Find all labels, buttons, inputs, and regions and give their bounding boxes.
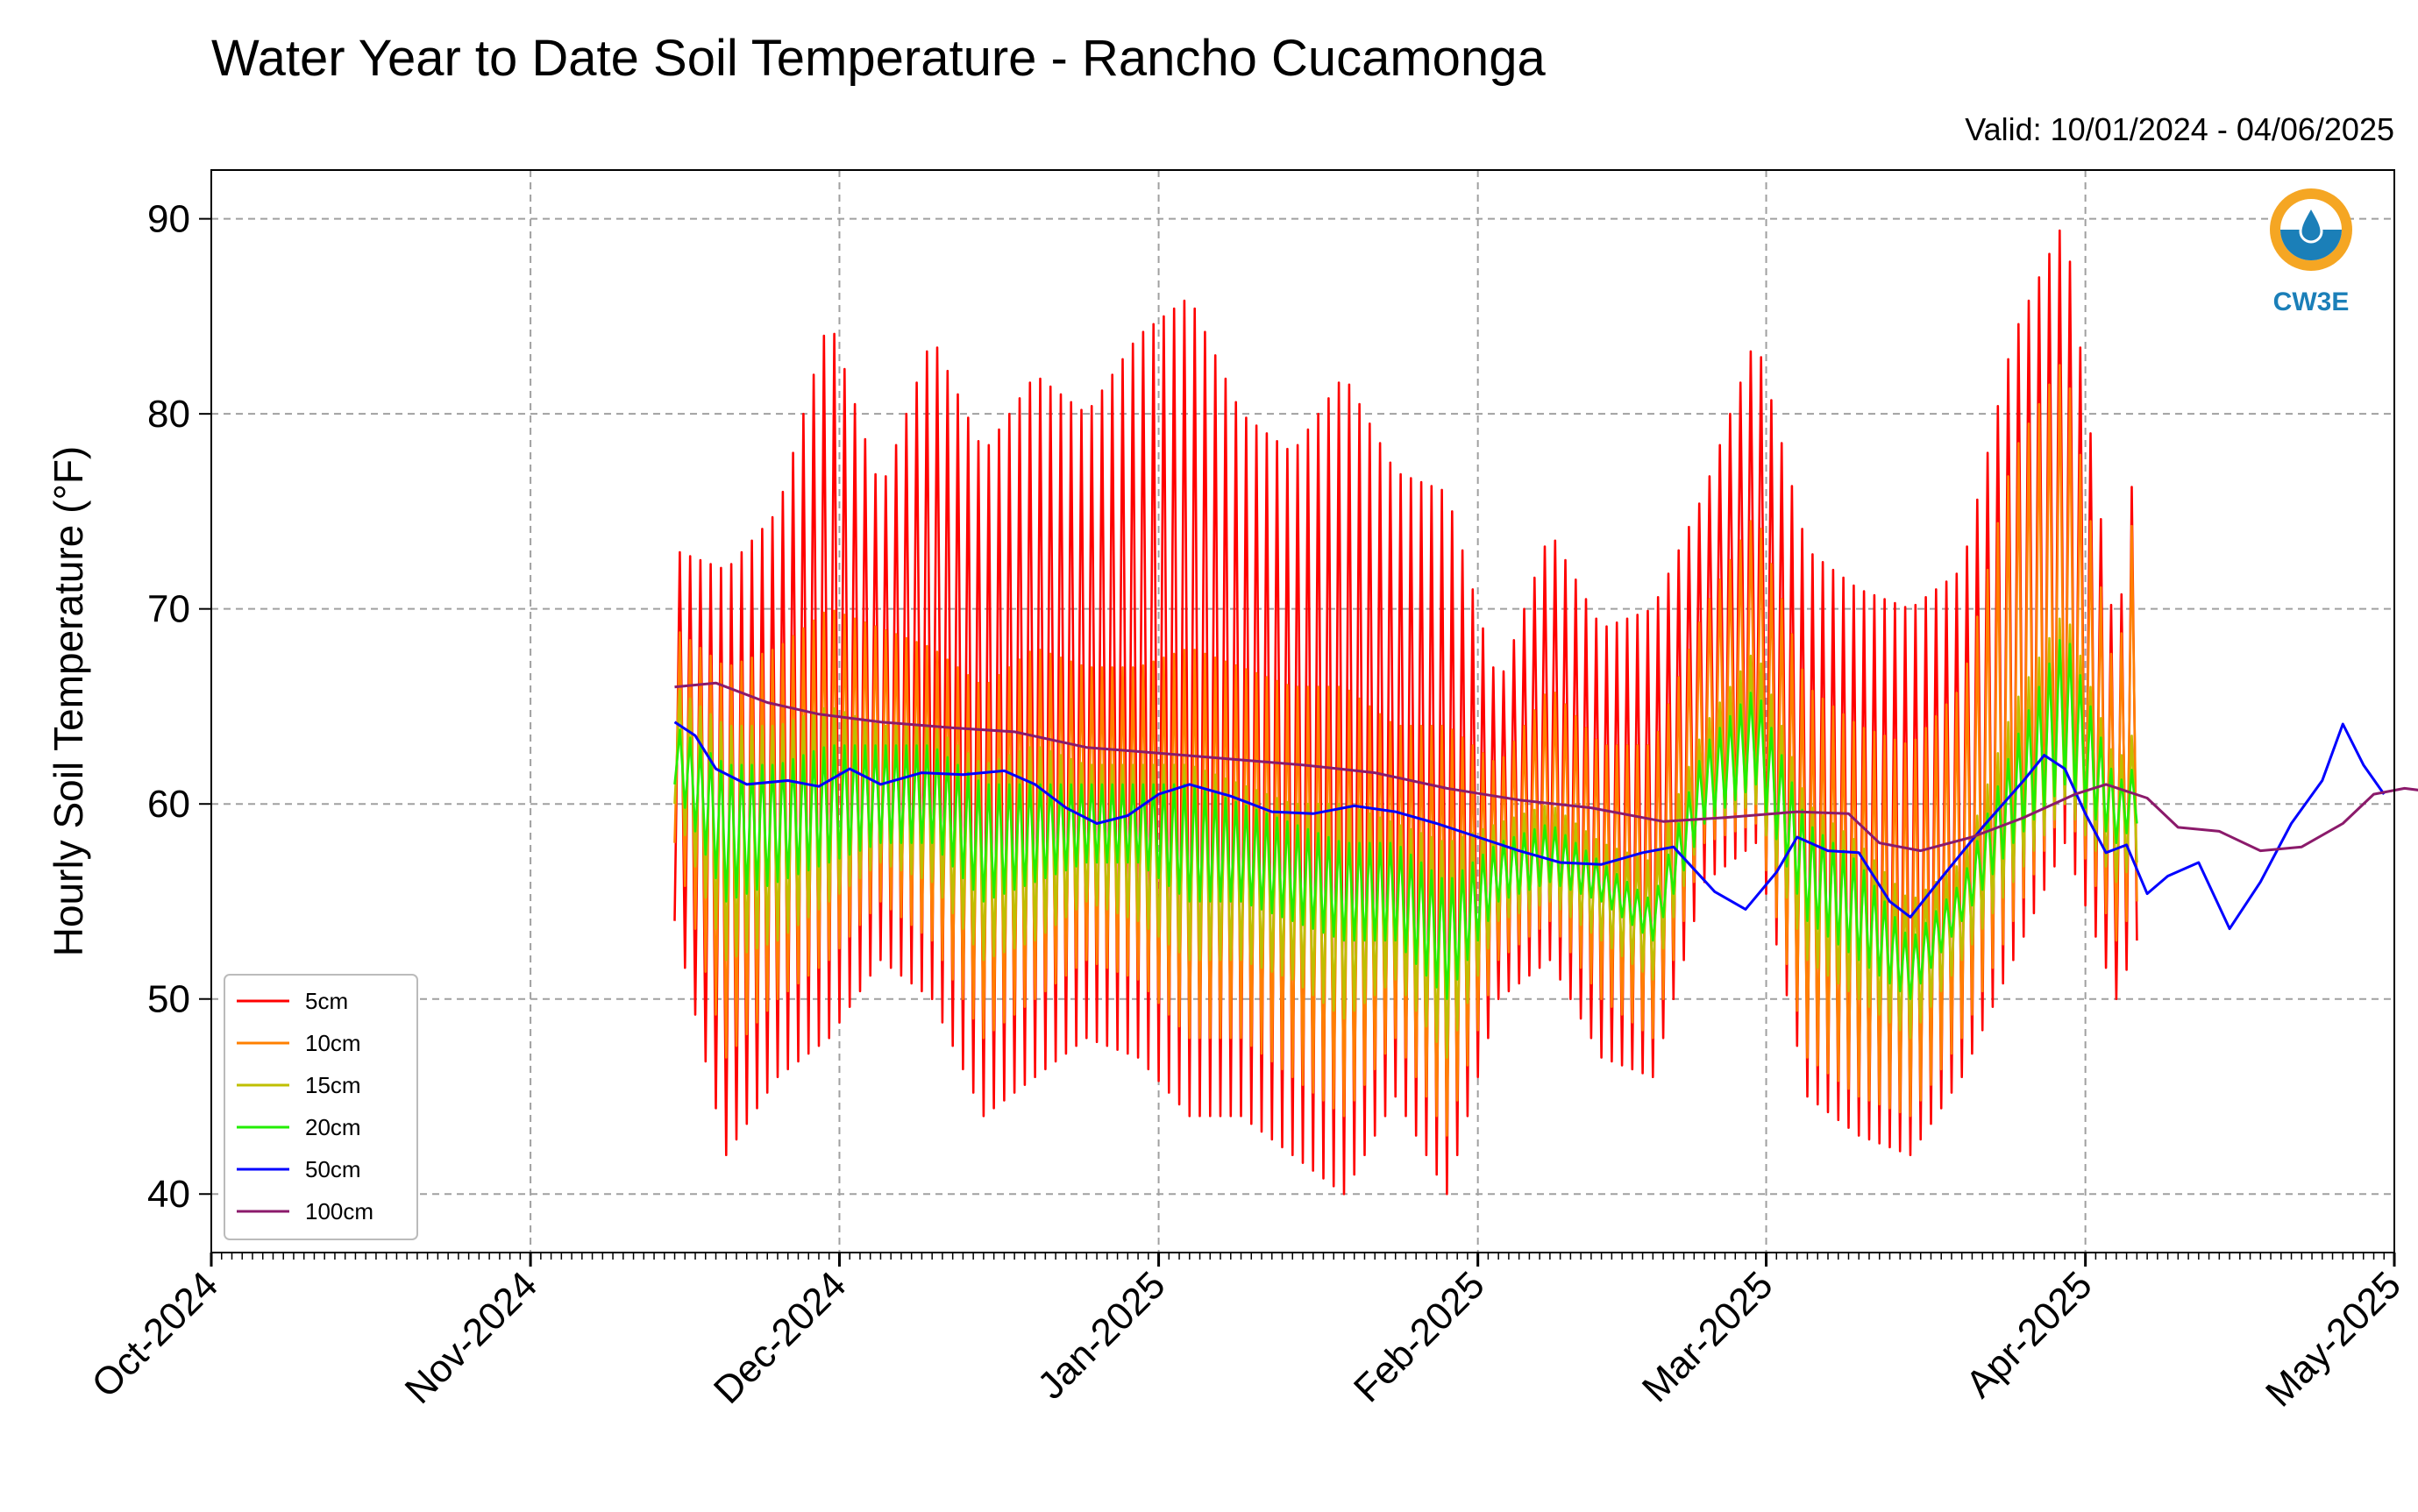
y-axis-label: Hourly Soil Temperature (°F) — [46, 446, 91, 957]
x-tick-label: Oct-2024 — [83, 1263, 226, 1406]
series-line-20cm — [673, 638, 2138, 1000]
legend-label: 10cm — [305, 1030, 361, 1056]
legend: 5cm 10cm 15cm 20cm 50cm 100cm — [224, 974, 418, 1240]
logo-wave-icon — [2280, 230, 2342, 260]
x-tick-label: May-2025 — [2258, 1263, 2409, 1415]
series-line-100cm — [674, 681, 2418, 853]
cw3e-logo: CW3E — [2270, 188, 2352, 316]
series-line-50cm — [673, 721, 2386, 931]
x-tick-label: Apr-2025 — [1958, 1263, 2101, 1406]
series-layer — [673, 229, 2418, 1196]
legend-label: 15cm — [305, 1072, 361, 1098]
series-line-10cm — [673, 364, 2138, 1137]
y-tick-label: 60 — [147, 783, 190, 826]
y-tick-label: 90 — [147, 198, 190, 241]
legend-label: 5cm — [305, 988, 348, 1014]
legend-label: 100cm — [305, 1198, 373, 1225]
chart-subtitle: Valid: 10/01/2024 - 04/06/2025 — [1965, 111, 2394, 147]
x-tick-label: Nov-2024 — [397, 1263, 546, 1412]
y-tick-label: 40 — [147, 1173, 190, 1216]
x-tick-label: Dec-2024 — [706, 1263, 855, 1412]
logo-text: CW3E — [2273, 287, 2350, 316]
chart-title: Water Year to Date Soil Temperature - Ra… — [211, 30, 1546, 87]
x-tick-label: Feb-2025 — [1346, 1263, 1493, 1410]
y-tick-label: 80 — [147, 393, 190, 436]
legend-label: 20cm — [305, 1114, 361, 1140]
x-tick-label: Jan-2025 — [1029, 1263, 1173, 1407]
legend-box — [224, 974, 418, 1240]
y-tick-label: 70 — [147, 588, 190, 631]
y-tick-label: 50 — [147, 978, 190, 1021]
x-tick-label: Mar-2025 — [1634, 1263, 1781, 1410]
legend-label: 50cm — [305, 1156, 361, 1182]
logo-drop-icon — [2299, 203, 2323, 244]
